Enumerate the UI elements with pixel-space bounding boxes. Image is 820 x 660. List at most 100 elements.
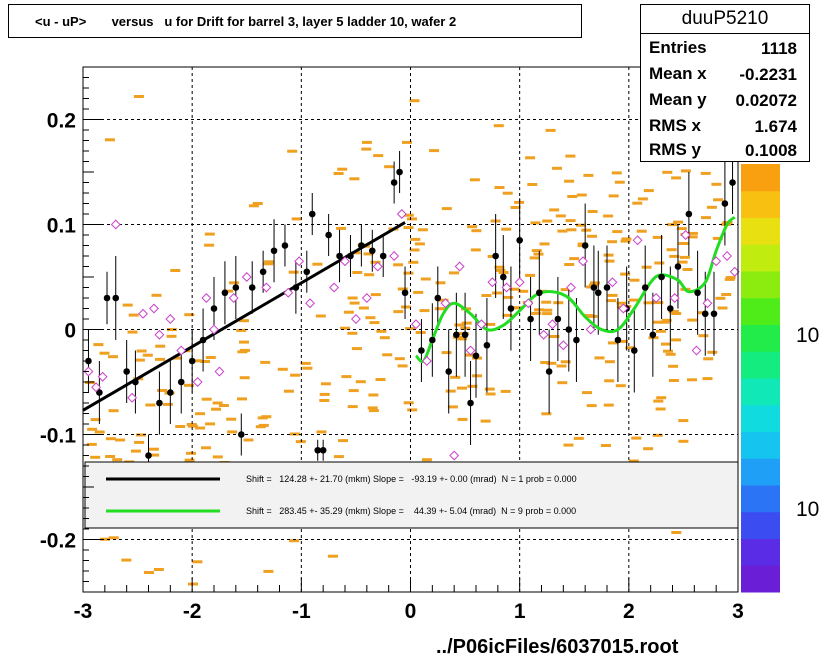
histogram-cell bbox=[361, 147, 372, 151]
data-point-filled bbox=[396, 168, 403, 176]
histogram-cell bbox=[677, 260, 688, 264]
data-point-filled bbox=[492, 252, 499, 260]
histogram-cell bbox=[501, 227, 512, 231]
histogram-cell bbox=[171, 356, 182, 360]
data-point-open bbox=[578, 256, 588, 267]
palette-segment bbox=[741, 244, 780, 272]
histogram-cell bbox=[509, 287, 520, 291]
histogram-cell bbox=[122, 303, 133, 307]
histogram-cell bbox=[465, 353, 476, 357]
histogram-cell bbox=[153, 568, 164, 571]
data-point-open bbox=[440, 298, 451, 309]
data-point-filled bbox=[281, 242, 289, 249]
histogram-cell bbox=[341, 375, 352, 379]
histogram-cell bbox=[457, 337, 468, 341]
histogram-cell bbox=[631, 436, 642, 440]
histogram-cell bbox=[100, 537, 110, 541]
histogram-cell bbox=[525, 156, 536, 160]
histogram-cell bbox=[582, 391, 592, 395]
histogram-cell bbox=[414, 242, 425, 246]
data-point-open bbox=[651, 293, 662, 303]
histogram-cell bbox=[226, 417, 237, 421]
green-fit-curve bbox=[414, 216, 736, 364]
data-point-open bbox=[449, 450, 460, 461]
histogram-cell bbox=[365, 316, 376, 320]
data-point-filled bbox=[499, 273, 507, 281]
histogram-cell bbox=[676, 227, 687, 231]
histogram-cell bbox=[569, 257, 580, 261]
histogram-cell bbox=[218, 404, 229, 407]
data-point-open bbox=[149, 303, 159, 314]
data-point-open bbox=[702, 298, 713, 309]
histogram-cell bbox=[687, 378, 697, 382]
histogram-cell bbox=[121, 558, 132, 562]
histogram-cell bbox=[724, 277, 735, 281]
histogram-cell bbox=[348, 389, 359, 393]
histogram-cell bbox=[375, 378, 386, 381]
stats-key: Mean y bbox=[649, 90, 707, 109]
data-point-filled bbox=[483, 341, 491, 349]
histogram-cell bbox=[149, 453, 160, 457]
histogram-cell bbox=[108, 355, 118, 359]
histogram-cell bbox=[445, 389, 456, 393]
histogram-cell bbox=[652, 320, 663, 324]
x-tick-label: 2 bbox=[623, 600, 635, 623]
data-point-open bbox=[361, 293, 372, 303]
histogram-cell bbox=[492, 291, 503, 295]
y-tick-label: 0 bbox=[64, 320, 76, 343]
histogram-cell bbox=[493, 124, 504, 128]
histogram-cell bbox=[542, 219, 553, 223]
histogram-cell bbox=[590, 281, 600, 285]
data-point-filled bbox=[401, 289, 409, 297]
palette-segment bbox=[741, 271, 780, 299]
data-point-open bbox=[127, 392, 138, 403]
data-point-filled bbox=[467, 399, 474, 407]
histogram-cell bbox=[263, 569, 274, 573]
histogram-cell bbox=[480, 419, 491, 423]
histogram-cell bbox=[552, 166, 562, 170]
histogram-cell bbox=[637, 197, 648, 201]
histogram-cell bbox=[410, 237, 421, 241]
histogram-cell bbox=[128, 313, 139, 317]
data-point-filled bbox=[461, 331, 469, 339]
histogram-cell bbox=[549, 335, 560, 338]
data-point-filled bbox=[167, 389, 174, 396]
histogram-cell bbox=[668, 310, 679, 313]
stats-key: Entries bbox=[649, 38, 707, 57]
histogram-cell bbox=[347, 296, 358, 300]
histogram-cell bbox=[701, 216, 711, 220]
histogram-cell bbox=[312, 262, 323, 266]
histogram-cell bbox=[556, 364, 567, 368]
data-point-filled bbox=[358, 242, 365, 249]
histogram-cell bbox=[369, 321, 380, 325]
histogram-cell bbox=[239, 340, 249, 344]
histogram-cell bbox=[367, 406, 378, 410]
histogram-cell bbox=[541, 412, 552, 416]
data-point-open bbox=[607, 277, 618, 288]
histogram-cell bbox=[679, 255, 690, 259]
histogram-cell bbox=[663, 349, 673, 353]
data-point-open bbox=[618, 303, 629, 314]
histogram-cell bbox=[549, 208, 560, 212]
histogram-cell bbox=[315, 314, 326, 318]
histogram-cell bbox=[133, 95, 144, 98]
histogram-cell bbox=[384, 165, 395, 169]
histogram-cell bbox=[576, 193, 587, 197]
histogram-cell bbox=[583, 314, 594, 318]
histogram-cell bbox=[449, 271, 459, 275]
histogram-cell bbox=[607, 341, 618, 345]
data-point-filled bbox=[729, 179, 736, 186]
histogram-cell bbox=[211, 407, 222, 411]
histogram-cell bbox=[184, 313, 195, 317]
histogram-cell bbox=[338, 439, 348, 443]
palette-segment bbox=[741, 324, 780, 352]
histogram-cell bbox=[316, 430, 327, 434]
histogram-cell bbox=[90, 455, 101, 459]
histogram-cell bbox=[212, 401, 223, 405]
histogram-cell bbox=[484, 387, 495, 391]
data-point-filled bbox=[694, 289, 701, 297]
data-point-open bbox=[566, 282, 576, 293]
histogram-cell bbox=[204, 243, 215, 247]
x-tick-label: -2 bbox=[183, 600, 202, 623]
histogram-cell bbox=[471, 229, 482, 233]
